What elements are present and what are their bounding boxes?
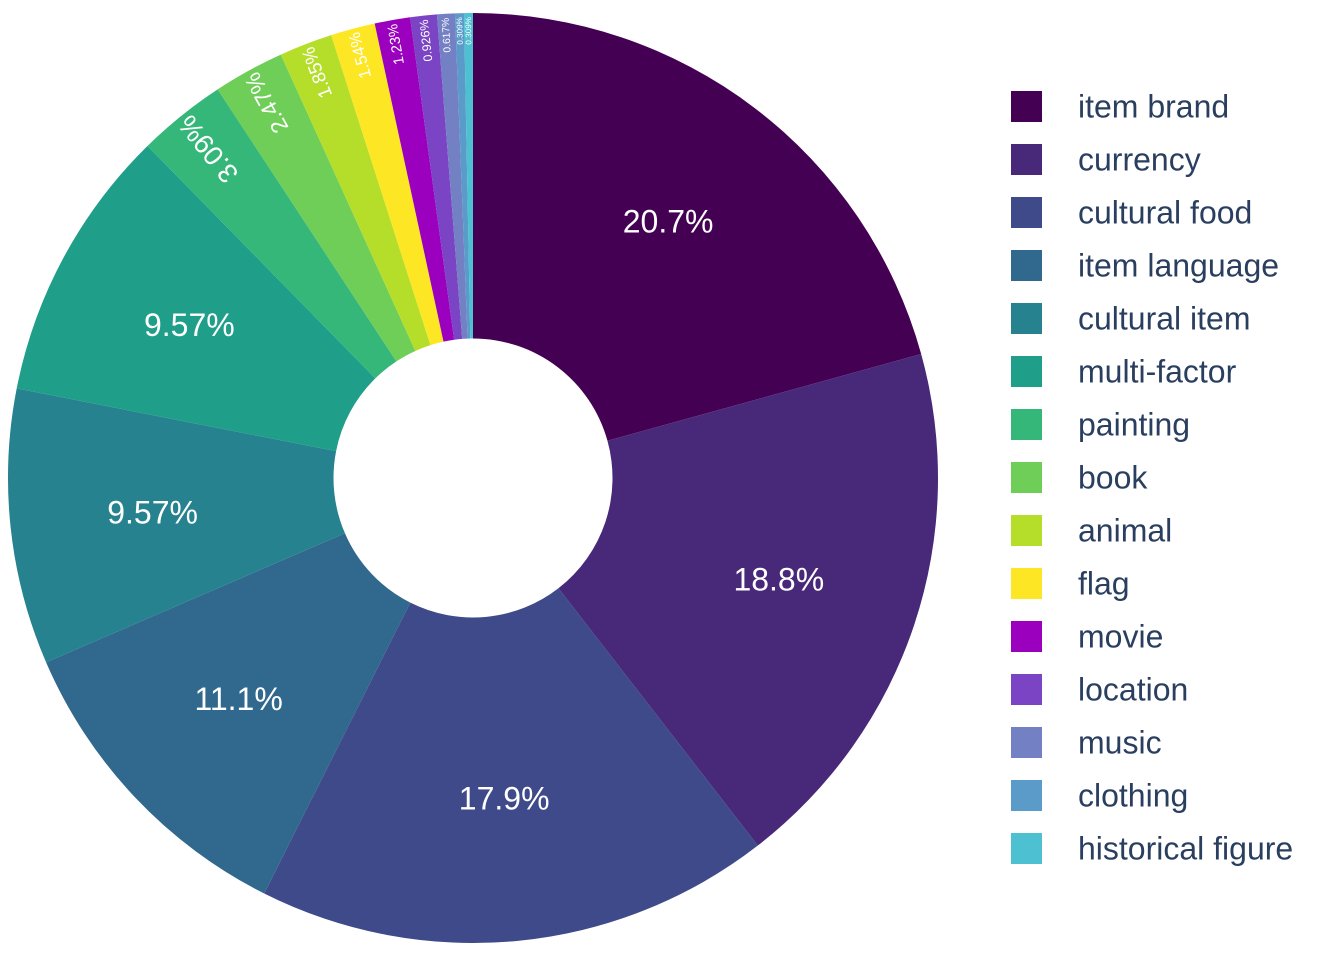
legend-item-multi-factor[interactable]: multi-factor [1011, 354, 1237, 390]
legend-item-cultural-item[interactable]: cultural item [1011, 301, 1251, 337]
slice-label-music: 0.617% [441, 17, 454, 52]
pie-slice-movie[interactable] [374, 17, 455, 342]
legend-swatch [1011, 303, 1042, 334]
legend-swatch [1011, 356, 1042, 387]
legend-item-item-brand[interactable]: item brand [1011, 89, 1229, 125]
slice-label-cultural-item: 9.57% [107, 494, 198, 530]
legend-label: item brand [1078, 89, 1229, 125]
legend-swatch [1011, 780, 1042, 811]
legend-item-historical-figure[interactable]: historical figure [1011, 831, 1293, 867]
legend-item-painting[interactable]: painting [1011, 407, 1190, 443]
slice-label-cultural-food: 17.9% [459, 781, 550, 817]
slice-label-historical-figure: 0.309% [464, 17, 473, 45]
legend-swatch [1011, 250, 1042, 281]
slice-label-item-language: 11.1% [194, 681, 282, 717]
legend-label: book [1078, 460, 1148, 496]
legend-swatch [1011, 621, 1042, 652]
pie-slice-cultural-item[interactable] [7, 388, 345, 663]
slice-label-currency: 18.8% [733, 562, 824, 598]
legend-label: item language [1078, 248, 1279, 284]
legend-item-clothing[interactable]: clothing [1011, 778, 1188, 814]
pie-slices [7, 13, 939, 943]
legend-item-movie[interactable]: movie [1011, 619, 1163, 655]
slice-label-multi-factor: 9.57% [144, 307, 235, 343]
pie-slice-historical-figure[interactable] [463, 13, 473, 339]
legend-item-music[interactable]: music [1011, 725, 1162, 761]
pie-slice-item-brand[interactable] [473, 13, 922, 441]
legend-item-cultural-food[interactable]: cultural food [1011, 195, 1252, 231]
legend-label: multi-factor [1078, 354, 1237, 390]
slice-label-location: 0.926% [417, 19, 435, 62]
legend-swatch [1011, 674, 1042, 705]
legend-swatch [1011, 568, 1042, 599]
legend-swatch [1011, 144, 1042, 175]
legend-item-book[interactable]: book [1011, 460, 1148, 496]
legend-label: cultural food [1078, 195, 1252, 231]
legend-label: location [1078, 672, 1188, 708]
legend-label: flag [1078, 566, 1130, 602]
legend-swatch [1011, 833, 1042, 864]
legend-item-currency[interactable]: currency [1011, 142, 1201, 178]
legend-item-location[interactable]: location [1011, 672, 1188, 708]
legend-label: historical figure [1078, 831, 1293, 867]
pie-slice-location[interactable] [410, 14, 463, 340]
pie-slice-flag[interactable] [331, 23, 444, 346]
pie-slice-book[interactable] [217, 54, 416, 362]
legend-label: animal [1078, 513, 1172, 549]
pie-slice-currency[interactable] [558, 354, 939, 846]
legend-item-flag[interactable]: flag [1011, 566, 1130, 602]
pie-slice-cultural-food[interactable] [264, 588, 758, 943]
pie-slice-animal[interactable] [280, 35, 431, 351]
legend-label: movie [1078, 619, 1163, 655]
pie-slice-painting[interactable] [147, 89, 397, 379]
legend[interactable]: item brand currency cultural food item lang… [1011, 89, 1293, 867]
legend-swatch [1011, 409, 1042, 440]
legend-label: painting [1078, 407, 1190, 443]
pie-slice-music[interactable] [436, 13, 468, 339]
legend-swatch [1011, 515, 1042, 546]
slice-label-movie: 1.23% [385, 22, 408, 65]
legend-swatch [1011, 462, 1042, 493]
legend-label: music [1078, 725, 1162, 761]
pie-slice-multi-factor[interactable] [16, 145, 376, 452]
pie-slice-item-language[interactable] [46, 533, 411, 894]
legend-item-animal[interactable]: animal [1011, 513, 1172, 549]
legend-swatch [1011, 197, 1042, 228]
slice-label-clothing: 0.309% [455, 17, 465, 45]
legend-label: clothing [1078, 778, 1188, 814]
slice-label-item-brand: 20.7% [623, 204, 714, 240]
legend-swatch [1011, 727, 1042, 758]
legend-item-item-language[interactable]: item language [1011, 248, 1279, 284]
legend-label: cultural item [1078, 301, 1251, 337]
pie-slice-clothing[interactable] [454, 13, 471, 339]
legend-swatch [1011, 91, 1042, 122]
legend-label: currency [1078, 142, 1201, 178]
